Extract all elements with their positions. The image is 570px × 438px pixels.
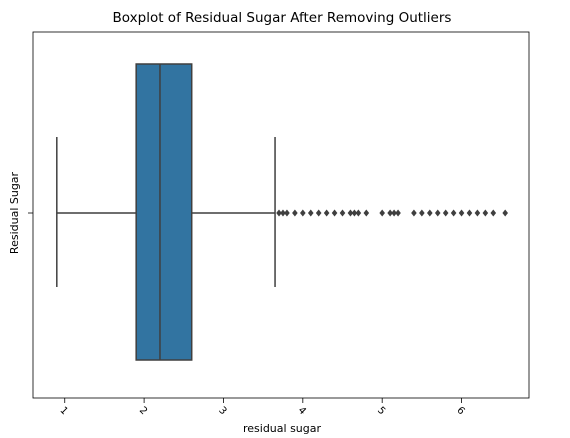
iqr-box xyxy=(135,63,193,361)
outlier-point xyxy=(276,209,282,217)
outlier-point xyxy=(502,209,508,217)
x-tick-label: 1 xyxy=(58,405,70,417)
plot-area xyxy=(32,31,530,399)
outlier-point xyxy=(458,209,465,217)
x-tick-label: 4 xyxy=(296,405,308,417)
outlier-point xyxy=(339,209,346,217)
x-tick-label: 3 xyxy=(216,405,228,417)
outlier-point xyxy=(379,209,385,217)
x-axis-label: residual sugar xyxy=(243,422,322,435)
outlier-point xyxy=(387,209,393,217)
outlier-point xyxy=(307,209,314,217)
plot-layer xyxy=(56,63,508,361)
outlier-point xyxy=(347,209,354,217)
outlier-point xyxy=(355,209,362,217)
outlier-point xyxy=(434,209,441,217)
outlier-point xyxy=(490,209,497,217)
y-axis-label: Residual Sugar xyxy=(8,171,21,254)
outlier-point xyxy=(323,209,330,217)
outlier-point xyxy=(466,209,473,217)
outlier-point xyxy=(482,209,489,217)
outlier-point xyxy=(280,209,286,217)
x-tick-label: 5 xyxy=(375,405,387,417)
outlier-point xyxy=(419,209,425,217)
outlier-point xyxy=(391,209,397,217)
outlier-point xyxy=(292,209,298,217)
outlier-point xyxy=(427,209,433,217)
outlier-point xyxy=(450,209,457,217)
outlier-point xyxy=(284,209,290,217)
outlier-point xyxy=(351,209,358,217)
x-tick-label: 2 xyxy=(137,405,149,417)
outlier-point xyxy=(331,209,338,217)
outlier-point xyxy=(300,209,306,217)
chart-title: Boxplot of Residual Sugar After Removing… xyxy=(113,10,452,26)
x-axis: 1 2 3 4 5 6 xyxy=(58,398,467,417)
outlier-point xyxy=(411,209,417,217)
outlier-point xyxy=(395,209,401,217)
outlier-point xyxy=(315,209,322,217)
outlier-point xyxy=(474,209,481,217)
x-tick-label: 6 xyxy=(454,405,466,417)
outlier-point xyxy=(442,209,449,217)
outlier-point xyxy=(363,209,370,217)
